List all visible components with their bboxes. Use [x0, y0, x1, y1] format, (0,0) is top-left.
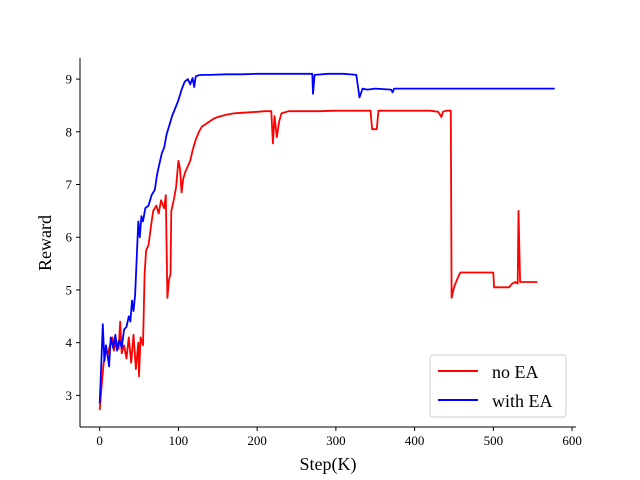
x-tick-label: 300 [326, 433, 346, 448]
y-tick-label: 4 [66, 335, 73, 350]
y-axis-ticks: 3 4 5 6 7 8 9 [66, 72, 80, 403]
x-tick-label: 0 [96, 433, 103, 448]
legend-label-with-ea: with EA [492, 391, 553, 411]
series-layer [98, 72, 555, 411]
x-axis-label: Step(K) [300, 454, 357, 475]
series-line-with-ea [98, 72, 555, 404]
y-tick-label: 5 [66, 282, 73, 297]
x-tick-label: 600 [562, 433, 582, 448]
y-axis-label: Reward [35, 215, 55, 271]
y-tick-label: 7 [66, 177, 73, 192]
x-tick-label: 500 [484, 433, 504, 448]
series-line-no-ea [98, 109, 538, 411]
x-axis-ticks: 0 100 200 300 400 500 600 [96, 427, 582, 448]
x-tick-label: 400 [405, 433, 425, 448]
legend: no EA with EA [429, 354, 567, 418]
y-tick-label: 8 [66, 124, 73, 139]
legend-label-no-ea: no EA [492, 362, 539, 382]
x-tick-label: 100 [169, 433, 189, 448]
x-tick-label: 200 [247, 433, 267, 448]
y-tick-label: 9 [66, 72, 73, 87]
y-tick-label: 3 [66, 388, 73, 403]
y-tick-label: 6 [66, 230, 73, 245]
plot-area: 0 100 200 300 400 500 600 3 4 5 6 7 8 9 [66, 58, 582, 448]
